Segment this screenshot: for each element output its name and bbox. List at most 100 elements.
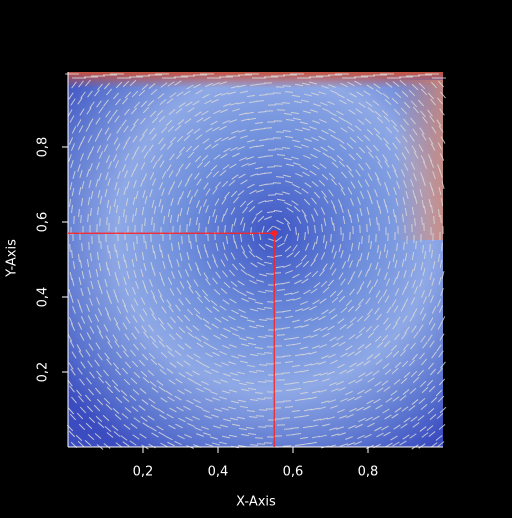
glyph: [87, 196, 91, 206]
glyph: [428, 137, 434, 145]
glyph: [98, 331, 104, 339]
glyph: [303, 154, 311, 160]
x-tick-label: 0,2: [133, 465, 154, 480]
glyph: [437, 253, 441, 263]
glyph: [276, 198, 286, 202]
glyph: [440, 91, 446, 99]
glyph: [385, 249, 389, 259]
glyph: [196, 296, 204, 304]
glyph: [87, 135, 93, 143]
glyph: [276, 289, 286, 291]
glyph: [257, 426, 267, 428]
glyph: [394, 407, 402, 413]
glyph: [149, 381, 157, 387]
glyph: [223, 147, 231, 153]
glyph: [133, 241, 135, 251]
glyph: [228, 269, 236, 277]
glyph: [330, 233, 332, 243]
glyph: [295, 172, 303, 178]
glyph: [139, 314, 145, 322]
glyph: [401, 258, 405, 268]
glyph: [345, 345, 353, 351]
glyph: [437, 322, 443, 330]
glyph: [421, 216, 423, 226]
glyph: [187, 332, 195, 338]
glyph: [250, 262, 258, 268]
glyph: [249, 83, 259, 87]
glyph: [430, 204, 434, 214]
glyph: [366, 84, 374, 90]
glyph: [417, 99, 425, 107]
glyph: [355, 169, 361, 177]
glyph: [354, 441, 362, 445]
glyph: [310, 288, 318, 294]
glyph: [331, 433, 339, 437]
glyph: [392, 350, 400, 358]
glyph: [354, 80, 362, 86]
glyph: [230, 190, 238, 198]
glyph: [394, 333, 400, 341]
glyph: [204, 99, 212, 105]
glyph: [348, 334, 356, 340]
glyph: [431, 306, 437, 314]
glyph: [410, 162, 416, 170]
glyph: [420, 110, 426, 118]
glyph: [104, 307, 110, 315]
glyph: [231, 355, 239, 359]
glyph: [223, 373, 231, 377]
glyph: [422, 178, 426, 186]
glyph: [130, 423, 138, 429]
glyph: [230, 207, 236, 215]
glyph: [68, 137, 74, 145]
glyph: [357, 344, 365, 350]
glyph: [138, 89, 146, 97]
glyph: [359, 207, 363, 217]
glyph: [384, 295, 390, 303]
glyph: [177, 241, 181, 251]
glyph: [126, 271, 130, 279]
glyph: [69, 385, 75, 393]
glyph: [222, 241, 226, 251]
glyph: [441, 270, 445, 280]
glyph: [152, 161, 158, 169]
glyph: [291, 364, 301, 368]
glyph: [129, 79, 137, 87]
glyph: [327, 145, 335, 151]
glyph: [430, 249, 434, 259]
glyph: [157, 408, 165, 414]
glyph: [85, 349, 91, 357]
glyph: [133, 101, 141, 109]
glyph: [144, 196, 148, 204]
glyph: [177, 119, 185, 125]
glyph: [438, 424, 446, 430]
glyph: [72, 260, 76, 270]
glyph: [133, 163, 139, 171]
glyph: [439, 259, 443, 269]
glyph: [350, 198, 354, 206]
glyph: [237, 146, 245, 150]
glyph: [183, 314, 191, 322]
glyph: [264, 216, 272, 220]
glyph: [214, 198, 220, 206]
glyph: [294, 83, 304, 87]
glyph: [205, 443, 213, 447]
glyph: [327, 325, 335, 331]
glyph: [285, 298, 295, 302]
glyph: [390, 435, 398, 441]
glyph: [228, 180, 236, 186]
glyph: [80, 214, 82, 224]
glyph: [220, 379, 228, 383]
glyph: [257, 155, 267, 159]
glyph: [195, 290, 201, 298]
glyph: [169, 362, 177, 368]
glyph: [441, 242, 443, 252]
glyph: [412, 128, 418, 136]
glyph: [266, 255, 276, 259]
glyph: [107, 341, 113, 349]
glyph: [247, 244, 253, 252]
glyph: [294, 398, 304, 402]
glyph: [258, 364, 268, 366]
glyph: [284, 315, 294, 319]
glyph: [221, 316, 229, 322]
glyph: [426, 379, 434, 387]
